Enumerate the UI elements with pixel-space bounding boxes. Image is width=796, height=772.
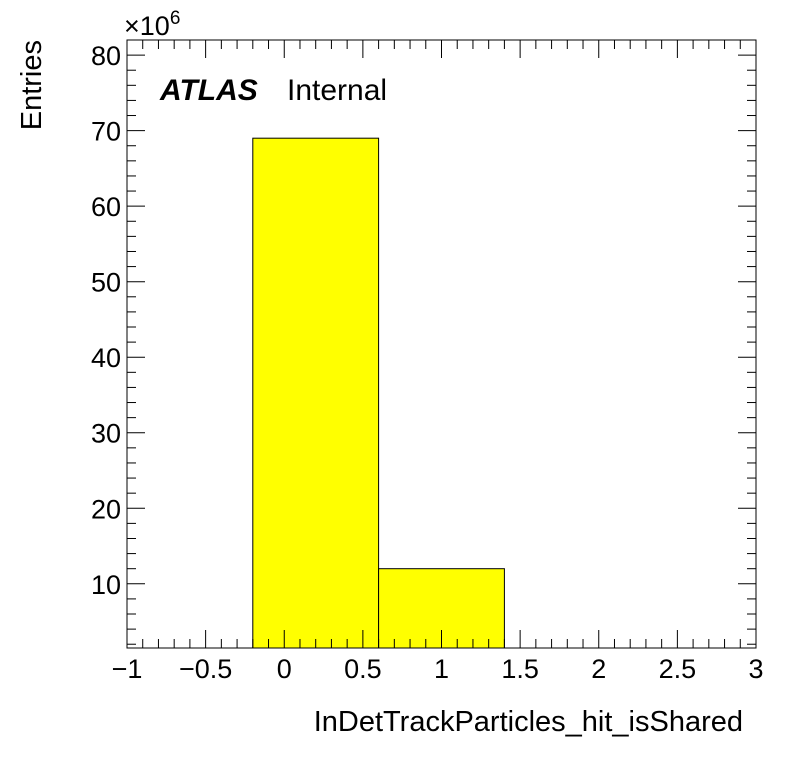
atlas-label: ATLAS [159,74,258,107]
x-tick-label: 3 [748,654,763,684]
internal-label: Internal [287,74,387,107]
y-tick-label: 70 [91,117,121,147]
x-tick-label: 2 [591,654,606,684]
y-tick-label: 50 [91,268,121,298]
y-axis-multiplier: ×106 [124,8,180,41]
y-tick-label: 40 [91,343,121,373]
plot-frame [126,39,757,649]
x-tick-label: 1.5 [501,654,539,684]
y-tick-label: 20 [91,494,121,524]
x-tick-label: 0 [277,654,292,684]
y-tick-label: 30 [91,419,121,449]
histogram-bar-0 [252,137,380,649]
x-tick-label: −0.5 [179,654,232,684]
y-axis-title: Entries [16,40,48,130]
x-axis-title: InDetTrackParticles_hit_isShared [314,706,743,738]
y-tick-label: 10 [91,570,121,600]
y-tick-label: 80 [91,41,121,71]
x-tick-label: 0.5 [344,654,382,684]
x-tick-label: 2.5 [659,654,697,684]
y-tick-label: 60 [91,192,121,222]
tick-labels-layer: −1 −0.5 0 0.5 1 1.5 2 2.5 3 10 20 30 40 50 60 70 80 [91,41,764,684]
bars-layer [252,137,505,649]
x-tick-label: 1 [434,654,449,684]
ticks-layer [126,39,757,648]
x-tick-label: −1 [112,654,143,684]
